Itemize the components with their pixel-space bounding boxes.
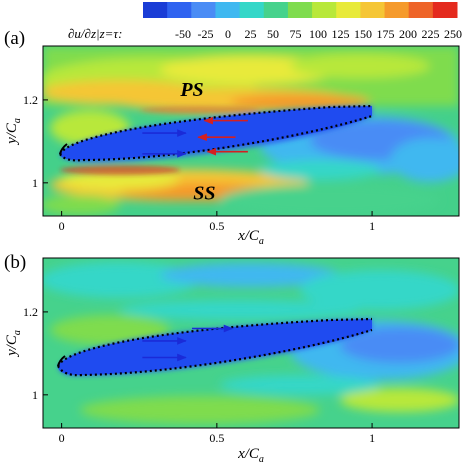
colorbar-tick-label: 75 bbox=[290, 27, 302, 41]
colorbar-tick-label: -50 bbox=[175, 27, 191, 41]
colorbar-label: ∂u/∂z|z=τ: bbox=[68, 26, 122, 41]
x-tick-label: 1 bbox=[369, 431, 375, 445]
x-tick-label: 0.5 bbox=[209, 219, 224, 233]
y-tick-label: 1.2 bbox=[23, 305, 38, 319]
plot-frame-a bbox=[42, 45, 460, 217]
x-axis-label-a: x/Ca bbox=[237, 228, 264, 247]
arrows-b bbox=[142, 324, 234, 362]
colorbar-tick-label: 100 bbox=[309, 27, 327, 41]
annotations-a: PS SS bbox=[179, 79, 215, 205]
x-axis-label-b: x/Ca bbox=[237, 446, 264, 465]
colorbar-swatch bbox=[263, 2, 289, 18]
panel-a: (a) bbox=[4, 28, 460, 247]
colorbar-swatch bbox=[312, 2, 337, 18]
colorbar-swatch bbox=[432, 2, 458, 18]
panel-label-a: (a) bbox=[4, 28, 25, 49]
colorbar-tick-label: 150 bbox=[354, 27, 372, 41]
colorbar-tick-label: 25 bbox=[245, 27, 257, 41]
colorbar-tick-label: 125 bbox=[332, 27, 350, 41]
y-tick-labels-a: 11.2 bbox=[23, 93, 48, 190]
y-tick-labels-b: 11.2 bbox=[23, 305, 48, 402]
colorbar-swatch bbox=[384, 2, 410, 18]
colorbar-tick-label: 175 bbox=[377, 27, 395, 41]
x-tick-labels-a: 0 0.5 1 bbox=[59, 211, 375, 233]
colorbar-swatch bbox=[336, 2, 361, 18]
y-tick-label: 1 bbox=[32, 388, 38, 402]
annotation-ss: SS bbox=[193, 182, 215, 204]
colorbar: ∂u/∂z|z=τ: -50 -25 0 25 50 75 100 125 150 175 200 2… bbox=[68, 2, 462, 41]
heatmap-a bbox=[43, 46, 459, 216]
plot-frame-b bbox=[42, 257, 460, 429]
colorbar-swatch bbox=[167, 2, 192, 18]
x-tick-label: 0 bbox=[59, 431, 65, 445]
y-axis-label-b: y/Ca bbox=[4, 330, 23, 358]
colorbar-swatch bbox=[287, 2, 313, 18]
colorbar-swatch bbox=[191, 2, 216, 18]
colorbar-tick-label: 50 bbox=[267, 27, 279, 41]
colorbar-swatch bbox=[215, 2, 241, 18]
colorbar-tick-label: 0 bbox=[225, 27, 231, 41]
colorbar-swatch bbox=[239, 2, 265, 18]
colorbar-swatches bbox=[143, 2, 458, 18]
panel-b: (b) 0 0.5 1 bbox=[4, 252, 460, 465]
colorbar-tick-label: 250 bbox=[444, 27, 462, 41]
colorbar-tick-labels: -50 -25 0 25 50 75 100 125 150 175 200 225 250 bbox=[175, 27, 462, 41]
y-axis-label-a: y/Ca bbox=[4, 118, 23, 146]
heatmap-b bbox=[43, 258, 459, 428]
x-tick-label: 0.5 bbox=[209, 431, 224, 445]
colorbar-tick-label: 225 bbox=[422, 27, 440, 41]
x-tick-labels-b: 0 0.5 1 bbox=[59, 423, 375, 445]
colorbar-tick-label: -25 bbox=[198, 27, 214, 41]
arrows-a bbox=[142, 116, 248, 158]
annotation-ps: PS bbox=[179, 79, 203, 101]
colorbar-swatch bbox=[143, 2, 168, 18]
x-tick-label: 0 bbox=[59, 219, 65, 233]
colorbar-tick-label: 200 bbox=[399, 27, 417, 41]
colorbar-swatch bbox=[408, 2, 434, 18]
y-tick-label: 1 bbox=[32, 176, 38, 190]
x-tick-label: 1 bbox=[369, 219, 375, 233]
colorbar-swatch bbox=[360, 2, 386, 18]
y-tick-label: 1.2 bbox=[23, 93, 38, 107]
panel-label-b: (b) bbox=[4, 252, 26, 273]
